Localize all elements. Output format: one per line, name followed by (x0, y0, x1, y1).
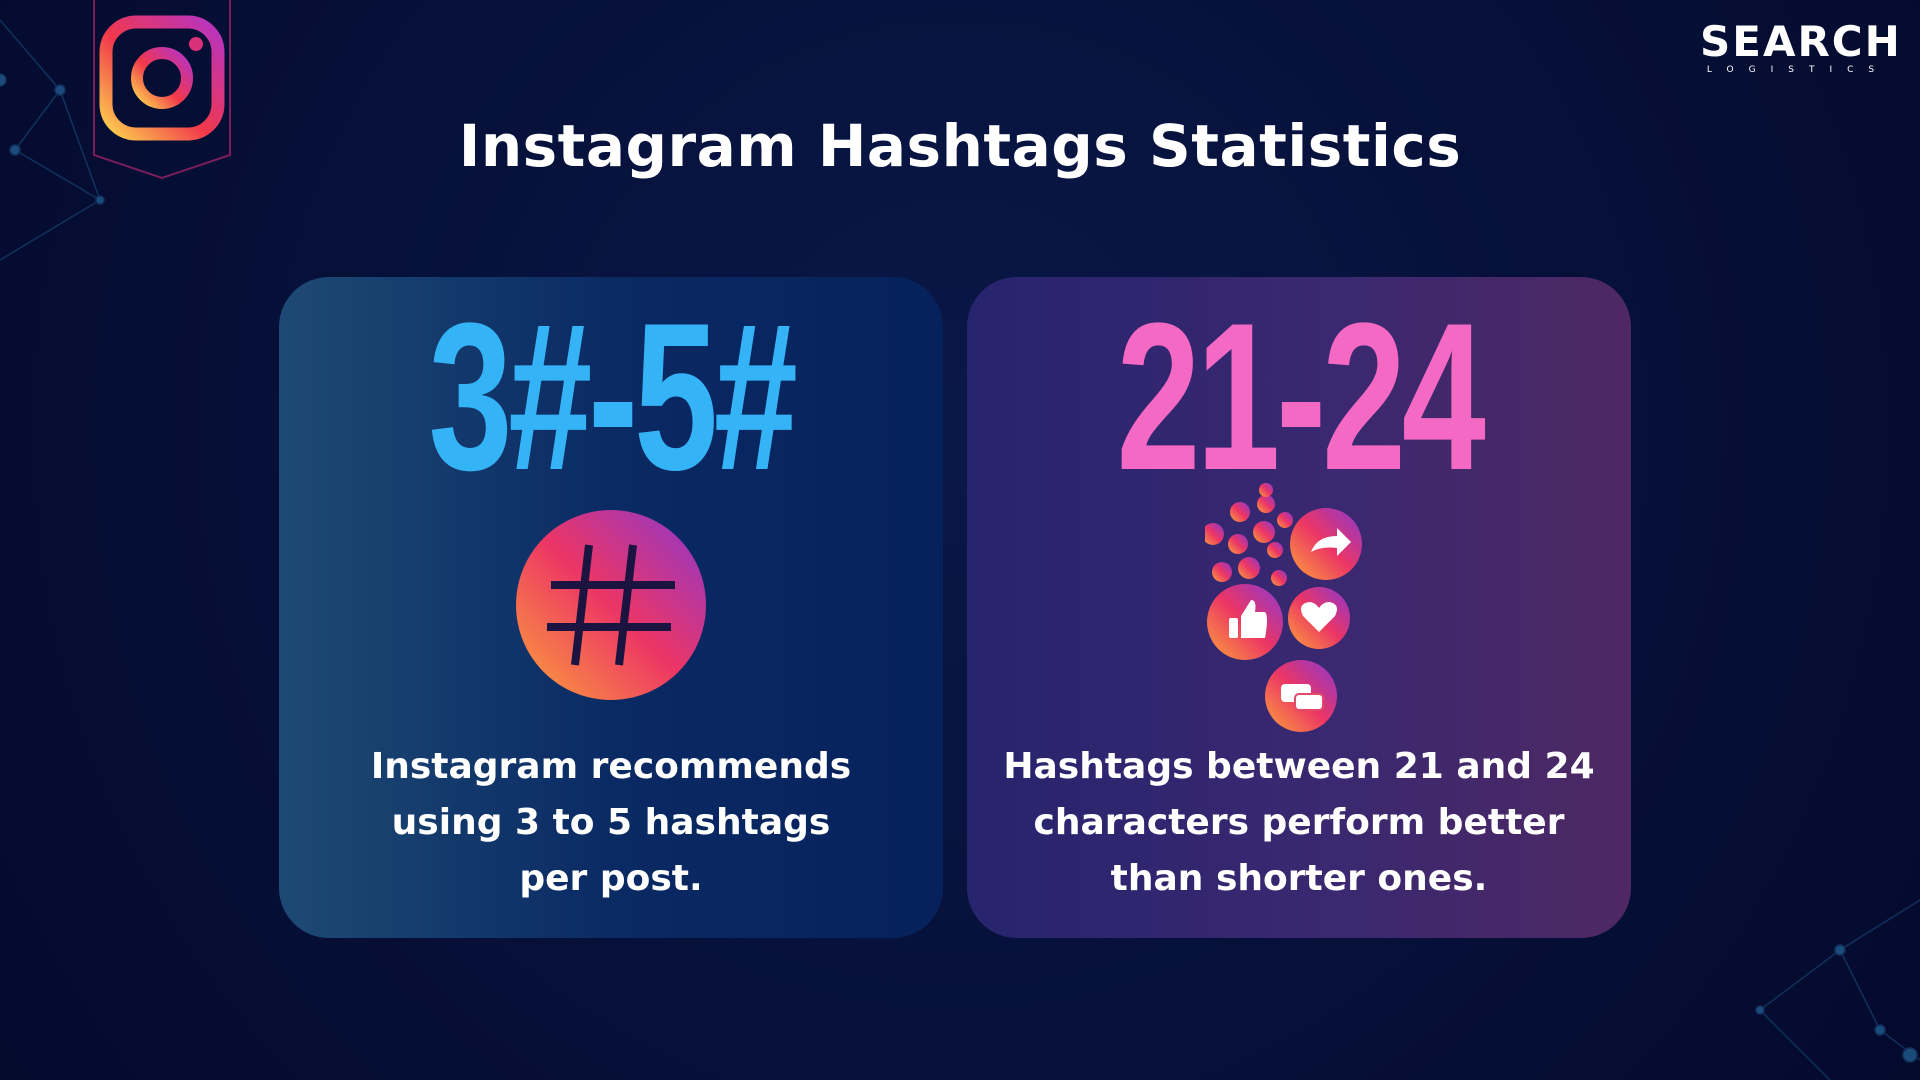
description-line: using 3 to 5 hashtags (391, 802, 831, 843)
hashtag-icon (516, 510, 706, 700)
stat-card: 3#-5# Instagram recommends using 3 to 5 … (279, 277, 943, 938)
reactions-icon (1205, 483, 1362, 732)
brand-tagline: LOGISTICS (1706, 65, 1890, 75)
description-line: Instagram recommends (370, 746, 852, 787)
description: Hashtags between 21 and 24 characters pe… (967, 739, 1631, 907)
description-line: per post. (519, 858, 703, 899)
stat-card: 21-24 Hashtags between 21 and 24 charact… (967, 277, 1631, 938)
stat: 3#-5# (428, 279, 797, 514)
title: Instagram Hashtags Statistics (458, 112, 1462, 180)
description-line: Hashtags between 21 and 24 (1003, 746, 1595, 787)
stat: 21-24 (1116, 279, 1485, 514)
description-line: characters perform better (1033, 802, 1565, 843)
brand: SEARCH LOGISTICS (1700, 17, 1902, 76)
brand-name: SEARCH (1700, 17, 1902, 66)
description-line: than shorter ones. (1110, 858, 1488, 899)
description: Instagram recommends using 3 to 5 hashta… (279, 739, 943, 907)
instagram-badge (93, 0, 231, 180)
